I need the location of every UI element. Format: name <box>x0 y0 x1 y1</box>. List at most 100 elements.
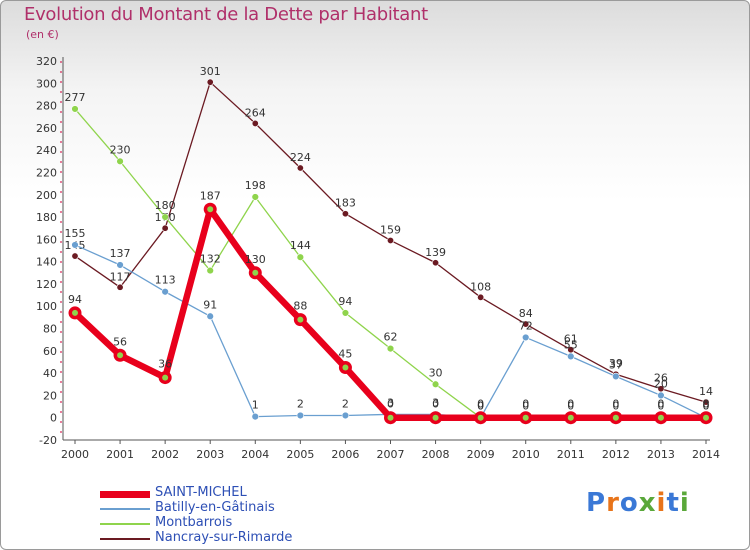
data-label: 0 <box>522 398 529 411</box>
logo-letter: t <box>666 488 680 518</box>
series-marker-inner <box>432 414 439 421</box>
logo-letter: o <box>619 488 639 518</box>
logo-letter: r <box>606 488 620 518</box>
data-label: 180 <box>155 199 176 212</box>
data-label: 144 <box>290 239 311 252</box>
data-label: 0 <box>703 400 710 413</box>
data-label: 264 <box>245 106 266 119</box>
x-tick-label: 2012 <box>602 448 630 461</box>
data-label: 0 <box>567 400 574 413</box>
x-tick-label: 2008 <box>422 448 450 461</box>
data-label: 0 <box>657 398 664 411</box>
legend-swatch-saint-michel <box>100 491 150 498</box>
legend-label: Batilly-en-Gâtinais <box>155 500 275 515</box>
x-tick-label: 2000 <box>61 448 89 461</box>
series-marker-inner <box>703 414 709 421</box>
series-marker-inner <box>657 414 664 421</box>
data-label: 3 <box>387 396 394 409</box>
x-tick-label: 2009 <box>467 448 495 461</box>
data-label: 0 <box>703 400 710 413</box>
data-label: 0 <box>477 400 484 413</box>
x-tick-label: 2005 <box>286 448 314 461</box>
logo-letter: x <box>638 488 657 518</box>
data-label: 94 <box>68 293 82 306</box>
data-label: 2 <box>342 397 349 410</box>
series-marker <box>522 333 530 342</box>
y-tick-label: 300 <box>36 77 57 90</box>
data-label: 187 <box>200 189 221 202</box>
series-marker-inner <box>567 414 574 421</box>
series-marker <box>296 164 304 172</box>
series-marker <box>251 412 259 421</box>
data-label: 72 <box>519 319 533 332</box>
data-label: 36 <box>158 358 172 371</box>
legend-swatch-batilly <box>100 508 150 510</box>
data-label: 14 <box>699 385 713 398</box>
data-label: 2 <box>297 397 304 410</box>
data-label: 56 <box>113 335 127 348</box>
series-marker-inner <box>297 316 304 323</box>
legend-swatch-montbarrois <box>100 523 150 525</box>
data-label: 0 <box>612 400 619 413</box>
series-marker <box>567 352 575 361</box>
data-label: 301 <box>200 65 221 78</box>
data-label: 113 <box>155 274 176 287</box>
data-label: 108 <box>470 280 491 293</box>
x-tick-label: 2007 <box>377 448 405 461</box>
data-label: 224 <box>290 151 311 164</box>
data-label: 137 <box>110 247 131 260</box>
series-marker <box>522 320 530 328</box>
y-tick-label: 60 <box>43 345 57 358</box>
data-label: 0 <box>387 398 394 411</box>
data-label: 183 <box>335 197 356 210</box>
series-marker <box>386 236 394 244</box>
data-label: 26 <box>654 372 668 385</box>
logo-letter: i <box>679 488 690 518</box>
legend-swatch-nancray <box>100 538 150 540</box>
y-tick-label: 180 <box>36 211 57 224</box>
series-marker-inner <box>117 352 124 359</box>
data-label: 155 <box>65 227 86 240</box>
legend-label: SAINT-MICHEL <box>155 485 247 500</box>
data-label: 0 <box>477 398 484 411</box>
data-label: 37 <box>609 358 623 371</box>
data-label: 39 <box>609 357 623 370</box>
x-tick-label: 2004 <box>241 448 269 461</box>
series-marker <box>341 210 349 218</box>
chart-title: Evolution du Montant de la Dette par Hab… <box>24 4 428 25</box>
data-label: 0 <box>612 398 619 411</box>
series-marker <box>341 411 350 420</box>
series-marker <box>161 213 169 221</box>
data-label: 0 <box>703 398 710 411</box>
series-marker-inner <box>612 414 619 421</box>
legend-label: Montbarrois <box>155 515 233 530</box>
series-marker <box>116 283 124 291</box>
series-marker-inner <box>252 269 259 276</box>
x-tick-label: 2006 <box>331 448 359 461</box>
y-tick-label: -20 <box>39 434 57 447</box>
x-tick-label: 2003 <box>196 448 224 461</box>
data-label: 0 <box>567 398 574 411</box>
y-tick-label: 160 <box>36 233 57 246</box>
data-label: 20 <box>654 377 668 390</box>
series-marker-inner <box>342 364 349 371</box>
legend-label: Nancray-sur-Rimarde <box>155 530 293 545</box>
series-marker <box>71 252 79 260</box>
data-label: 3 <box>432 396 439 409</box>
series-marker-inner <box>387 414 394 421</box>
data-label: 0 <box>432 398 439 411</box>
data-label: 91 <box>203 298 217 311</box>
x-tick-label: 2002 <box>151 448 179 461</box>
data-label: 84 <box>519 307 533 320</box>
data-label: 1 <box>252 399 259 412</box>
data-label: 88 <box>293 300 307 313</box>
data-label: 159 <box>380 223 401 236</box>
series-marker <box>116 157 124 166</box>
data-label: 61 <box>564 333 578 346</box>
data-label: 130 <box>245 253 266 266</box>
y-tick-label: 140 <box>36 256 57 269</box>
y-tick-label: 280 <box>36 100 57 113</box>
data-label: 94 <box>338 295 352 308</box>
chart-subtitle: (en €) <box>26 28 59 41</box>
